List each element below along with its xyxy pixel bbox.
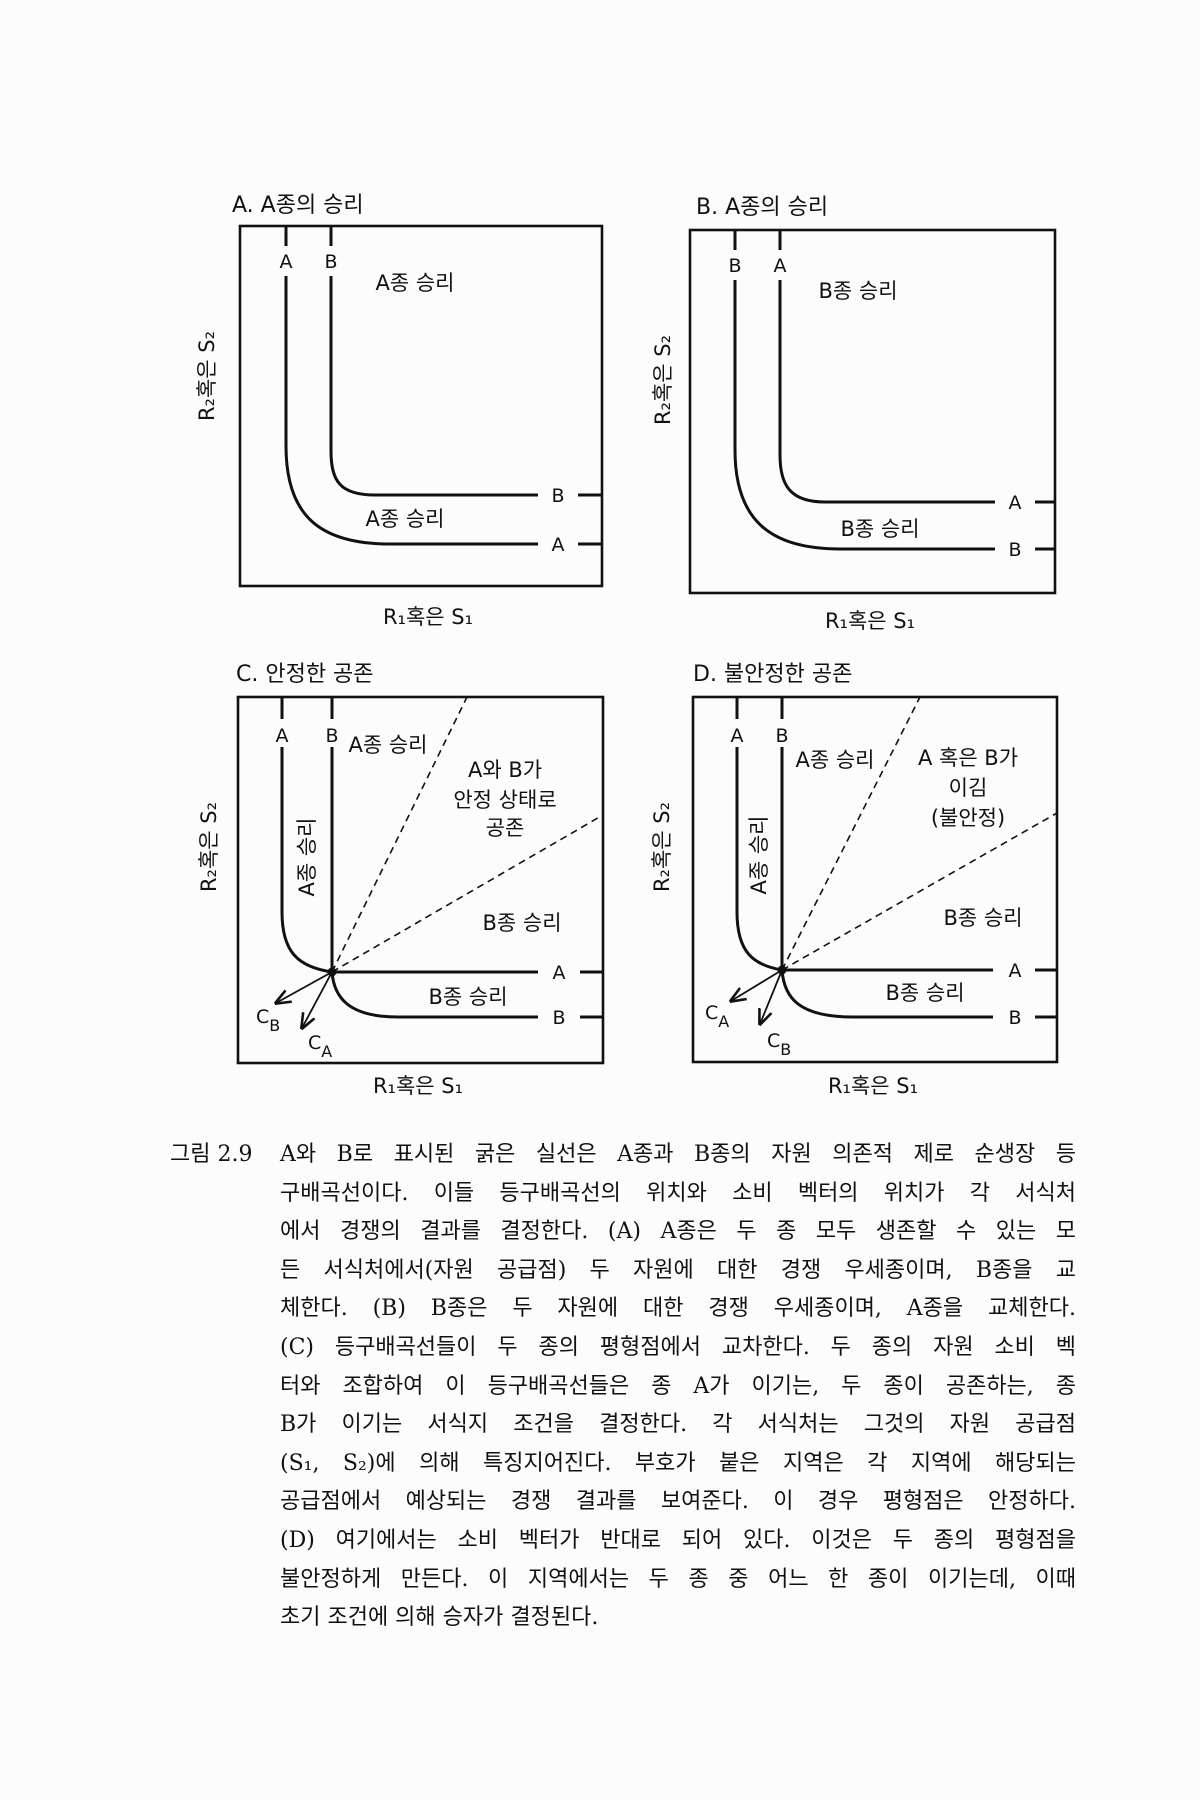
x-axis-label: R₁혹은 S₁ [383, 605, 473, 629]
panel-title: A. A종의 승리 [232, 193, 364, 218]
region-label: B종 승리 [482, 911, 561, 935]
region-label: 이김 [949, 776, 988, 800]
region-label: A종 승리 [365, 507, 444, 531]
region-label: A종 승리 [295, 817, 319, 896]
isocline-outer [284, 226, 602, 546]
vector-label: CB [767, 1030, 791, 1059]
panel-b: B. A종의 승리 B A A B B종 승리 B종 승리 R₁혹은 S₁ R₂… [651, 195, 1057, 633]
caption-line: 에서 경쟁의 결과를 결정한다. (A) A종은 두 종 모두 생존할 수 있는… [280, 1219, 1076, 1245]
region-label: B종 승리 [885, 981, 964, 1005]
isocline-label: A [553, 962, 566, 984]
panel-d: D. 불안정한 공존 A B A B A종 승리 A종 승리 A 혹은 B가 이… [650, 662, 1059, 1098]
isocline-label: A [276, 725, 289, 747]
y-axis-label: R₂혹은 S₂ [195, 331, 219, 421]
caption-body: A와 B로 표시된 굵은 실선은 A종과 B종의 자원 의존적 제로 순생장 등… [280, 1136, 1076, 1638]
plot-frame [238, 224, 604, 588]
region-label: A종 승리 [795, 748, 874, 772]
caption-line: 체한다. (B) B종은 두 자원에 대한 경쟁 우세종이며, A종을 교체한다… [280, 1296, 1076, 1322]
region-label: A와 B가 [468, 758, 542, 782]
caption-line: 공급점에서 예상되는 경쟁 결과를 보여준다. 이 경우 평형점은 안정하다. [280, 1489, 1076, 1515]
consumption-vector [731, 969, 783, 1001]
region-label: A종 승리 [747, 815, 771, 894]
vector-label: CA [308, 1032, 332, 1061]
region-label: A 혹은 B가 [918, 746, 1018, 770]
caption-line: 불안정하게 만든다. 이 지역에서는 두 종 중 어느 한 종이 이기는데, 이… [280, 1566, 1076, 1592]
caption-line: 초기 조건에 의해 승자가 결정된다. [280, 1605, 599, 1631]
x-axis-label: R₁혹은 S₁ [825, 609, 915, 633]
panel-title: D. 불안정한 공존 [693, 662, 852, 687]
region-label: B종 승리 [428, 985, 507, 1009]
isocline-label: A [774, 255, 787, 277]
isocline-label: B [1008, 1007, 1021, 1029]
caption-line: 든 서식처에서(자원 공급점) 두 자원에 대한 경쟁 우세종이며, B종을 교 [280, 1257, 1076, 1283]
x-axis-label: R₁혹은 S₁ [373, 1074, 463, 1098]
region-label: B종 승리 [943, 906, 1022, 930]
plot-frame [688, 228, 1057, 595]
panel-a: A. A종의 승리 A B B A A종 승리 A종 승리 R₁혹은 S₁ R₂… [195, 193, 604, 629]
isocline-inner [778, 230, 1055, 504]
y-axis-label: R₂혹은 S₂ [197, 802, 221, 892]
panel-title: C. 안정한 공존 [236, 662, 374, 687]
isocline-label: B [325, 725, 338, 747]
vector-label: CB [256, 1006, 280, 1035]
caption-line: (S₁, S₂)에 의해 특징지어진다. 부호가 붙은 지역은 각 지역에 해당… [280, 1450, 1076, 1476]
plot-frame [236, 695, 605, 1065]
isocline-label: B [551, 485, 564, 507]
coexistence-boundary [781, 696, 1058, 971]
isocline-label: B [728, 255, 741, 277]
region-label: 공존 [486, 816, 525, 840]
isocline-label: A [731, 725, 744, 747]
region-label: B종 승리 [818, 279, 897, 303]
region-label: A종 승리 [348, 733, 427, 757]
isocline-label: A [1009, 960, 1022, 982]
caption-line: 구배곡선이다. 이들 등구배곡선의 위치와 소비 벡터의 위치가 각 서식처 [280, 1180, 1076, 1206]
isocline-label: B [552, 1007, 565, 1029]
caption-line: A와 B로 표시된 굵은 실선은 A종과 B종의 자원 의존적 제로 순생장 등 [280, 1142, 1076, 1167]
figure-number: 그림 2.9 [170, 1142, 253, 1167]
caption-line: 터와 조합하여 이 등구배곡선들은 종 A가 이기는, 두 종이 공존하는, 종 [280, 1373, 1076, 1399]
region-label: B종 승리 [840, 517, 919, 541]
consumption-vector [302, 971, 333, 1028]
consumption-vector [760, 969, 783, 1024]
x-axis-label: R₁혹은 S₁ [828, 1074, 918, 1098]
plot-frame [691, 695, 1059, 1064]
caption-line: (D) 여기에서는 소비 벡터가 반대로 되어 있다. 이것은 두 종의 평형점… [280, 1527, 1076, 1553]
isocline-label: B [775, 725, 788, 747]
y-axis-label: R₂혹은 S₂ [650, 802, 674, 892]
isocline-label: A [1009, 492, 1022, 514]
vector-label: CA [705, 1002, 729, 1031]
region-label: 안정 상태로 [453, 788, 556, 812]
caption-line: B가 이기는 서식지 조건을 결정한다. 각 서식처는 그것의 자원 공급점 [280, 1412, 1076, 1438]
isocline-inner [329, 226, 602, 497]
isocline-label: A [552, 534, 565, 556]
y-axis-label: R₂혹은 S₂ [651, 335, 675, 425]
figure: A. A종의 승리 A B B A A종 승리 A종 승리 R₁혹은 S₁ R₂… [195, 193, 1059, 1098]
isocline-label: B [324, 251, 337, 273]
region-label: (불안정) [931, 806, 1005, 830]
isocline-label: A [280, 251, 293, 273]
coexistence-boundary [331, 696, 604, 973]
panel-c: C. 안정한 공존 A B A B A종 승리 A종 승리 A와 B가 안정 상… [197, 662, 605, 1098]
region-label: A종 승리 [375, 271, 454, 295]
isocline-outer [733, 230, 1055, 551]
consumption-vector [276, 971, 333, 1003]
panel-title: B. A종의 승리 [696, 195, 828, 220]
caption-line: (C) 등구배곡선들이 두 종의 평형점에서 교차한다. 두 종의 자원 소비 … [280, 1334, 1076, 1360]
isocline-label: B [1008, 539, 1021, 561]
